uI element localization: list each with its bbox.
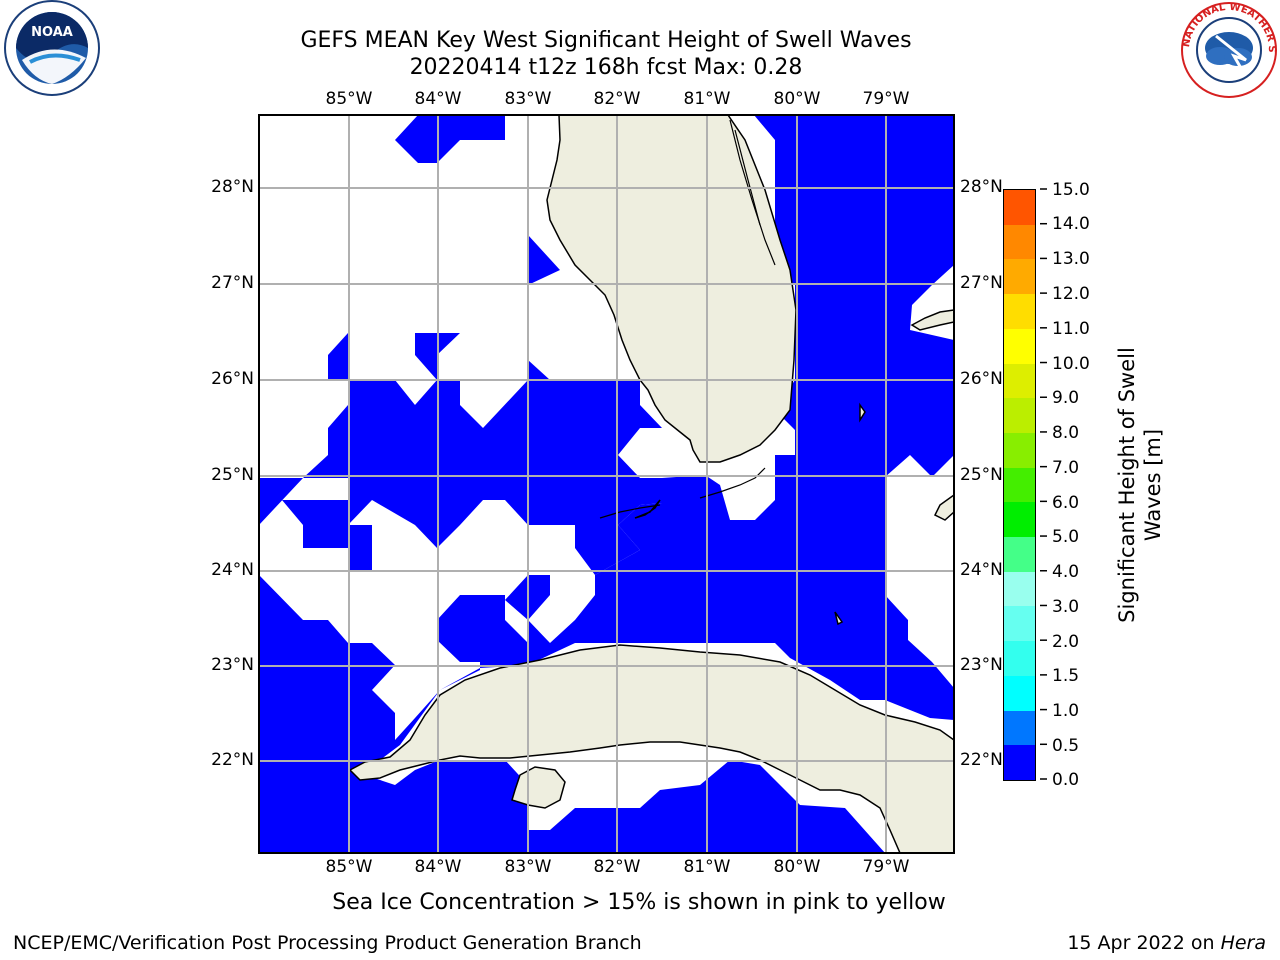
- lon-label-bottom: 83°W: [504, 857, 552, 877]
- swell-region: [395, 115, 505, 163]
- bahamas-island: [933, 494, 954, 521]
- colorbar-tick: 4.0: [1052, 562, 1080, 582]
- colorbar-segment: [1004, 710, 1035, 746]
- noaa-logo: NOAA: [4, 0, 100, 96]
- footer-date-text: 15 Apr 2022 on: [1067, 932, 1221, 954]
- island: [834, 611, 844, 626]
- lat-label-left: 26°N: [211, 369, 254, 389]
- lat-label-right: 27°N: [960, 273, 1003, 293]
- lon-label-bottom: 85°W: [325, 857, 373, 877]
- colorbar-tick: 10.0: [1052, 354, 1090, 374]
- lon-label-bottom: 79°W: [862, 857, 910, 877]
- chart-title-line1: GEFS MEAN Key West Significant Height of…: [300, 28, 912, 53]
- graticule: [259, 115, 954, 853]
- colorbar-tick: 11.0: [1052, 319, 1090, 339]
- lat-label-left: 25°N: [211, 465, 254, 485]
- colorbar-segment: [1004, 363, 1035, 399]
- colorbar-tick: 6.0: [1052, 493, 1080, 513]
- colorbar-segment: [1004, 502, 1035, 538]
- swell-region: [328, 333, 348, 380]
- lat-label-right: 28°N: [960, 177, 1003, 197]
- lon-label-top: 85°W: [325, 89, 373, 109]
- lon-label-top: 80°W: [773, 89, 821, 109]
- swell-region-west: [259, 575, 885, 853]
- lat-label-left: 23°N: [211, 655, 254, 675]
- lon-label-top: 83°W: [504, 89, 552, 109]
- colorbar-segment: [1004, 675, 1035, 711]
- lat-label-left: 22°N: [211, 750, 254, 770]
- swell-field: [259, 115, 954, 853]
- lat-label-right: 24°N: [960, 560, 1003, 580]
- colorbar-tick: 3.0: [1052, 597, 1080, 617]
- lon-label-top: 79°W: [862, 89, 910, 109]
- colorbar-tick: 9.0: [1052, 388, 1080, 408]
- colorbar-tick: 0.5: [1052, 736, 1080, 756]
- colorbar-tick-marks: [1040, 188, 1047, 780]
- colorbar-tick: 5.0: [1052, 527, 1080, 547]
- colorbar-tick: 8.0: [1052, 423, 1080, 443]
- bahamas-island: [910, 309, 954, 331]
- lon-label-bottom: 81°W: [683, 857, 731, 877]
- swell-region: [415, 455, 437, 478]
- lat-label-right: 26°N: [960, 369, 1003, 389]
- colorbar-segment: [1004, 467, 1035, 503]
- colorbar-segment: [1004, 571, 1035, 607]
- colorbar-tick: 15.0: [1052, 180, 1090, 200]
- island: [859, 402, 866, 423]
- coast-details: [599, 119, 776, 519]
- colorbar-tick: 2.0: [1052, 632, 1080, 652]
- colorbar-segment: [1004, 432, 1035, 468]
- footer-machine: Hera: [1220, 932, 1266, 954]
- colorbar-tick: 0.0: [1052, 770, 1080, 790]
- map-frame: [258, 114, 955, 854]
- lon-label-top: 84°W: [414, 89, 462, 109]
- colorbar-segment: [1004, 641, 1035, 676]
- lon-label-top: 81°W: [683, 89, 731, 109]
- lat-label-right: 22°N: [960, 750, 1003, 770]
- colorbar-segment: [1004, 328, 1035, 364]
- florida-peninsula: [546, 115, 797, 463]
- colorbar-segment: [1004, 537, 1035, 572]
- colorbar: [1003, 189, 1036, 781]
- colorbar-tick: 13.0: [1052, 249, 1090, 269]
- colorbar-segment: [1004, 606, 1035, 642]
- colorbar-tick: 1.5: [1052, 666, 1080, 686]
- colorbar-tick: 14.0: [1052, 214, 1090, 234]
- lon-label-top: 82°W: [593, 89, 641, 109]
- florida-keys: [634, 499, 661, 519]
- swell-region: [528, 235, 560, 285]
- nws-logo: NATIONAL WEATHER SERVICE: [1176, 0, 1277, 98]
- swell-region-central: [259, 380, 662, 575]
- noaa-logo-text: NOAA: [31, 25, 73, 40]
- colorbar-segment: [1004, 398, 1035, 433]
- lon-label-bottom: 80°W: [773, 857, 821, 877]
- colorbar-segment: [1004, 745, 1035, 780]
- colorbar-segment: [1004, 224, 1035, 260]
- colorbar-tick: 7.0: [1052, 458, 1080, 478]
- colorbar-tick: 1.0: [1052, 701, 1080, 721]
- colorbar-label-line2: Waves [m]: [1141, 428, 1165, 542]
- colorbar-tick: 12.0: [1052, 284, 1090, 304]
- swell-region: [528, 360, 550, 380]
- lon-label-bottom: 84°W: [414, 857, 462, 877]
- swell-region-east: [575, 115, 954, 720]
- footer-credit: NCEP/EMC/Verification Post Processing Pr…: [13, 932, 642, 954]
- lon-label-bottom: 82°W: [593, 857, 641, 877]
- colorbar-label-line1: Significant Height of Swell: [1115, 347, 1139, 623]
- lat-label-right: 25°N: [960, 465, 1003, 485]
- swell-region: [415, 333, 460, 380]
- colorbar-segment: [1004, 259, 1035, 295]
- colorbar-segment: [1004, 190, 1035, 225]
- chart-title-line2: 20220414 t12z 168h fcst Max: 0.28: [409, 55, 803, 80]
- lat-label-left: 27°N: [211, 273, 254, 293]
- lat-label-left: 24°N: [211, 560, 254, 580]
- lat-label-right: 23°N: [960, 655, 1003, 675]
- colorbar-segment: [1004, 294, 1035, 329]
- lat-label-left: 28°N: [211, 177, 254, 197]
- sea-ice-note: Sea Ice Concentration > 15% is shown in …: [332, 890, 946, 915]
- footer-date: 15 Apr 2022 on Hera: [1067, 932, 1266, 954]
